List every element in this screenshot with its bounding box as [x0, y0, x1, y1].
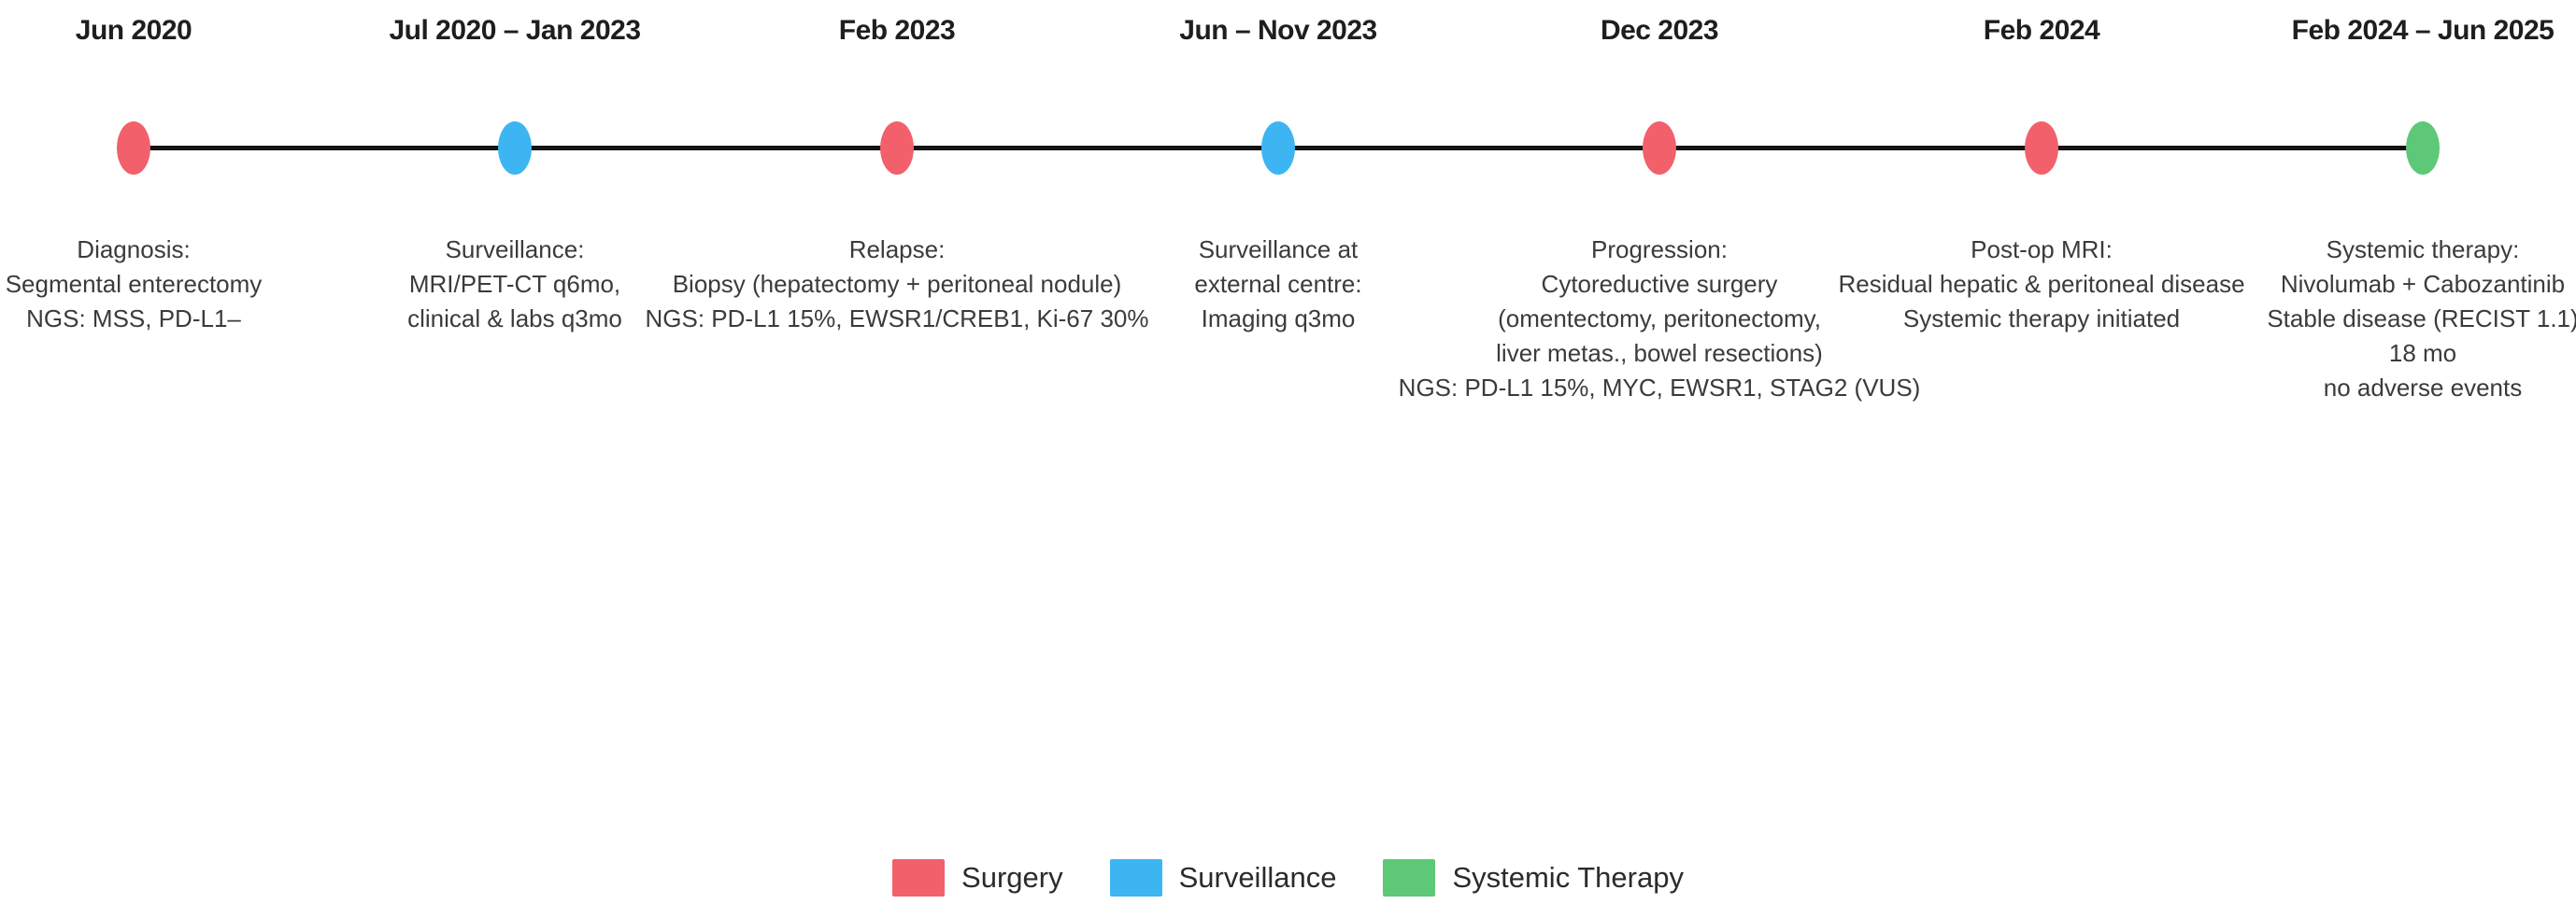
event-description: Surveillance at external centre: Imaging…	[1194, 235, 1362, 332]
systemic-therapy-swatch-icon	[1383, 859, 1436, 897]
legend-item-surveillance: Surveillance	[1109, 859, 1337, 897]
event-date: Jun – Nov 2023	[1179, 15, 1377, 46]
event-description: Relapse: Biopsy (hepatectomy + peritonea…	[645, 235, 1149, 332]
legend-item-surgery: Surgery	[892, 859, 1063, 897]
surveillance-dot-icon	[1261, 121, 1295, 175]
event-date: Dec 2023	[1600, 15, 1719, 46]
surgery-dot-icon	[880, 121, 914, 175]
event-description: Progression: Cytoreductive surgery (omen…	[1398, 235, 1921, 402]
event-date: Feb 2023	[838, 15, 956, 46]
legend-item-systemic-therapy: Systemic Therapy	[1383, 859, 1684, 897]
systemic-therapy-dot-icon	[2406, 121, 2440, 175]
legend-label: Surveillance	[1178, 861, 1337, 894]
event-description: Diagnosis: Segmental enterectomy NGS: MS…	[5, 235, 263, 332]
surgery-swatch-icon	[892, 859, 946, 897]
legend-label: Surgery	[961, 861, 1063, 894]
surveillance-swatch-icon	[1109, 859, 1162, 897]
event-description: Post-op MRI: Residual hepatic & peritone…	[1838, 235, 2245, 332]
surgery-dot-icon	[2025, 121, 2058, 175]
event-date: Jun 2020	[75, 15, 192, 46]
event-date: Feb 2024 – Jun 2025	[2291, 15, 2555, 46]
surgery-dot-icon	[1643, 121, 1676, 175]
event-date: Jul 2020 – Jan 2023	[389, 15, 641, 46]
surveillance-dot-icon	[498, 121, 532, 175]
event-description: Surveillance: MRI/PET-CT q6mo, clinical …	[407, 235, 622, 332]
legend-label: Systemic Therapy	[1452, 861, 1684, 894]
event-date: Feb 2024	[1983, 15, 2100, 46]
legend: Surgery Surveillance Systemic Therapy	[0, 859, 2576, 897]
surgery-dot-icon	[117, 121, 150, 175]
event-description: Systemic therapy: Nivolumab + Cabozantin…	[2267, 235, 2576, 402]
